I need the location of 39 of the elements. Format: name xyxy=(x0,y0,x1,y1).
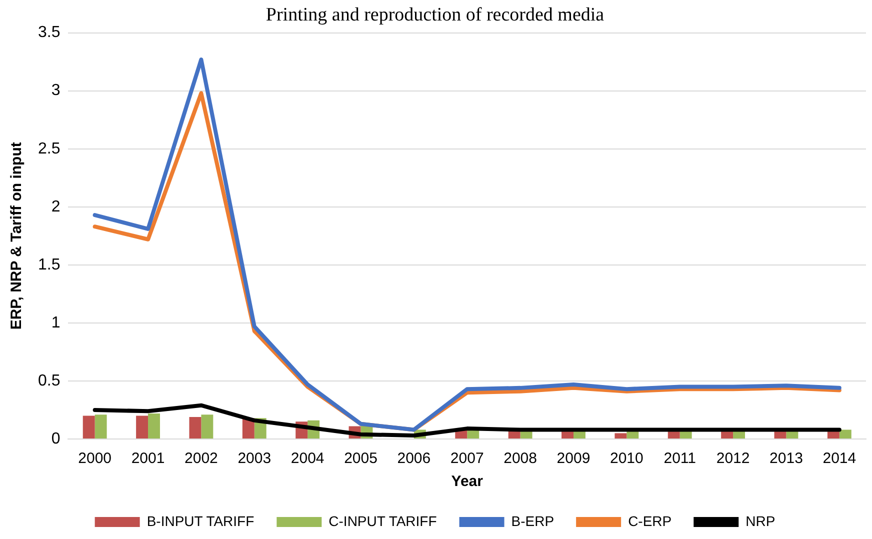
bar xyxy=(839,430,852,438)
x-tick-label: 2012 xyxy=(716,450,750,468)
bar xyxy=(189,416,202,438)
x-tick-label: 2013 xyxy=(770,450,803,468)
x-tick-label: 2008 xyxy=(504,450,537,468)
x-tick-label: 2014 xyxy=(822,450,856,468)
legend-label: NRP xyxy=(746,512,776,529)
bar xyxy=(82,416,95,438)
y-axis-title: ERP, NRP & Tariff on input xyxy=(8,142,26,330)
legend-label: B-INPUT TARIFF xyxy=(146,512,254,529)
bar xyxy=(136,416,148,438)
x-tick-label: 2003 xyxy=(238,450,272,468)
bar xyxy=(148,413,160,438)
y-tick-label: 0.5 xyxy=(38,372,60,390)
bar xyxy=(614,433,627,438)
x-axis-title: Year xyxy=(451,473,484,490)
y-tick-label: 2 xyxy=(51,198,60,216)
y-tick-label: 1 xyxy=(51,314,60,332)
bar xyxy=(201,414,214,438)
chart-title: Printing and reproduction of recorded media xyxy=(266,4,605,26)
x-tick-label: 2000 xyxy=(78,450,112,468)
y-tick-label: 3 xyxy=(51,82,60,100)
x-tick-label: 2010 xyxy=(610,450,644,468)
x-tick-label: 2004 xyxy=(290,450,324,468)
bar xyxy=(94,414,107,438)
x-tick-label: 2009 xyxy=(556,450,590,468)
legend-label: C-ERP xyxy=(628,512,672,529)
legend-label: C-INPUT TARIFF xyxy=(328,512,437,529)
x-tick-label: 2007 xyxy=(450,450,484,468)
legend-label: B-ERP xyxy=(511,512,554,529)
y-tick-label: 3.5 xyxy=(38,24,60,42)
y-tick-label: 2.5 xyxy=(38,140,60,158)
x-tick-label: 2011 xyxy=(664,450,696,468)
y-tick-label: 0 xyxy=(51,430,60,448)
x-tick-label: 2006 xyxy=(397,450,431,468)
y-tick-label: 1.5 xyxy=(38,256,60,274)
x-tick-label: 2001 xyxy=(131,450,165,468)
x-tick-label: 2002 xyxy=(184,450,218,468)
x-tick-label: 2005 xyxy=(344,450,378,468)
